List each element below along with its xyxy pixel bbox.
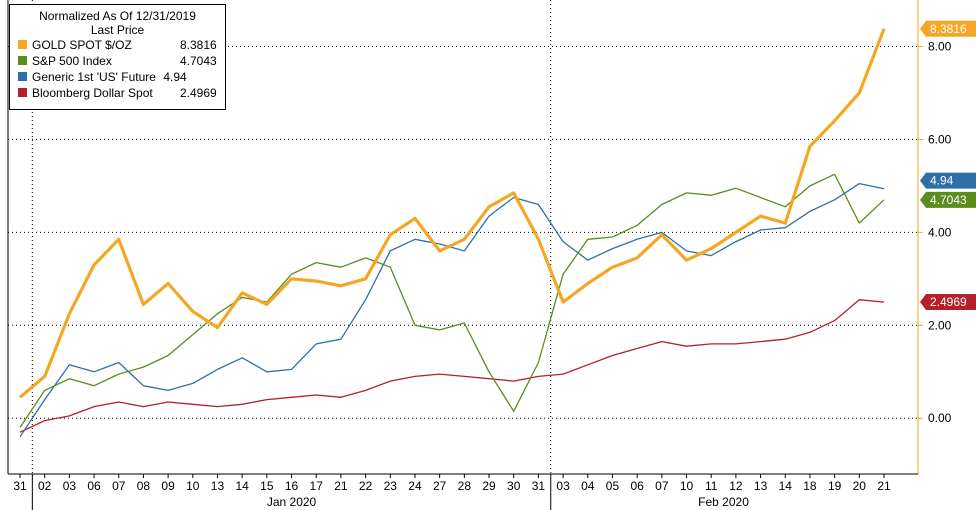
value-tag-label-3: 2.4969	[930, 295, 967, 309]
value-tag-label-0: 8.3816	[930, 22, 967, 36]
chart-title: Normalized As Of 12/31/2019	[39, 9, 196, 23]
y-tick-label: 0.00	[928, 411, 952, 425]
x-tick-label: 12	[729, 479, 743, 493]
legend-label-dollar-spot: Bloomberg Dollar Spot	[32, 86, 153, 100]
x-tick-label: 22	[359, 479, 373, 493]
legend-item-dollar-spot: Bloomberg Dollar Spot 2.4969	[10, 85, 225, 101]
legend-item-gold: GOLD SPOT $/OZ 8.3816	[10, 37, 225, 53]
y-tick-label: 8.00	[928, 39, 952, 53]
x-tick-label: 08	[137, 479, 151, 493]
x-tick-label: 31	[532, 479, 546, 493]
x-tick-label: 21	[334, 479, 348, 493]
series-line-1	[19, 173, 885, 428]
x-tick-label: 03	[556, 479, 570, 493]
series-line-3	[19, 299, 885, 433]
legend-label-us-future: Generic 1st 'US' Future	[32, 70, 156, 84]
legend-label-gold: GOLD SPOT $/OZ	[32, 38, 132, 52]
x-tick-label: 23	[384, 479, 398, 493]
y-axis-ticks: 8.00 6.00 4.00 2.00 0.00	[918, 39, 952, 425]
x-tick-label: 09	[161, 479, 175, 493]
x-tick-label: 30	[507, 479, 521, 493]
y-tick-label: 2.00	[928, 318, 952, 332]
value-tag-bg-3	[920, 294, 976, 311]
x-tick-label: 16	[285, 479, 299, 493]
value-tag-bg-0	[920, 20, 976, 37]
x-tick-label: 07	[655, 479, 669, 493]
x-tick-label: 20	[853, 479, 867, 493]
legend: Normalized As Of 12/31/2019 Last Price G…	[9, 4, 226, 110]
legend-value-us-future: 4.94	[163, 70, 187, 84]
x-tick-label: 29	[482, 479, 496, 493]
legend-value-gold: 8.3816	[180, 38, 217, 52]
x-axis-ticks: 31 02 03 06 07 08 09 10 13 14 15 16 17 21 22 23 24 27 28 29…	[13, 474, 891, 510]
legend-swatch-us-future	[18, 72, 27, 81]
value-tag-bg-1	[920, 191, 976, 208]
x-tick-label: 18	[803, 479, 817, 493]
month-label: Jan 2020	[267, 495, 317, 509]
x-tick-label: 14	[779, 479, 793, 493]
legend-item-us-future: Generic 1st 'US' Future 4.94	[10, 69, 225, 85]
axes	[7, 0, 919, 475]
x-tick-label: 28	[458, 479, 472, 493]
legend-value-dollar-spot: 2.4969	[180, 86, 217, 100]
value-tag-bg-2	[920, 172, 976, 189]
x-tick-label: 13	[211, 479, 225, 493]
legend-header: Last Price	[90, 23, 145, 37]
series-lines	[18, 28, 886, 438]
month-label: Feb 2020	[698, 495, 749, 509]
legend-swatch-sp500	[18, 56, 27, 65]
x-tick-label: 02	[38, 479, 52, 493]
x-tick-label: 31	[13, 479, 27, 493]
legend-swatch-dollar-spot	[18, 88, 27, 97]
value-tag-label-1: 4.7043	[930, 193, 967, 207]
x-tick-label: 15	[260, 479, 274, 493]
series-line-2	[19, 182, 885, 438]
y-tick-label: 6.00	[928, 132, 952, 146]
x-tick-label: 13	[754, 479, 768, 493]
x-tick-label: 17	[310, 479, 324, 493]
y-tick-label: 4.00	[928, 225, 952, 239]
x-tick-label: 14	[235, 479, 249, 493]
value-tag-label-2: 4.94	[930, 174, 954, 188]
legend-item-sp500: S&P 500 Index 4.7043	[10, 53, 225, 69]
legend-value-sp500: 4.7043	[180, 54, 217, 68]
legend-label-sp500: S&P 500 Index	[32, 54, 112, 68]
x-tick-label: 21	[877, 479, 891, 493]
x-tick-label: 10	[680, 479, 694, 493]
x-tick-label: 27	[433, 479, 447, 493]
x-tick-label: 04	[581, 479, 595, 493]
last-value-tags: 8.3816 4.7043 4.94 2.4969	[920, 20, 976, 311]
x-tick-label: 03	[63, 479, 77, 493]
legend-swatch-gold	[18, 40, 27, 49]
x-tick-label: 24	[408, 479, 422, 493]
x-tick-label: 07	[112, 479, 126, 493]
x-tick-label: 05	[606, 479, 620, 493]
x-tick-label: 06	[630, 479, 644, 493]
x-tick-label: 11	[705, 479, 718, 493]
series-line-0	[18, 28, 886, 399]
x-tick-label: 10	[186, 479, 200, 493]
x-tick-label: 06	[87, 479, 101, 493]
x-tick-label: 19	[828, 479, 842, 493]
